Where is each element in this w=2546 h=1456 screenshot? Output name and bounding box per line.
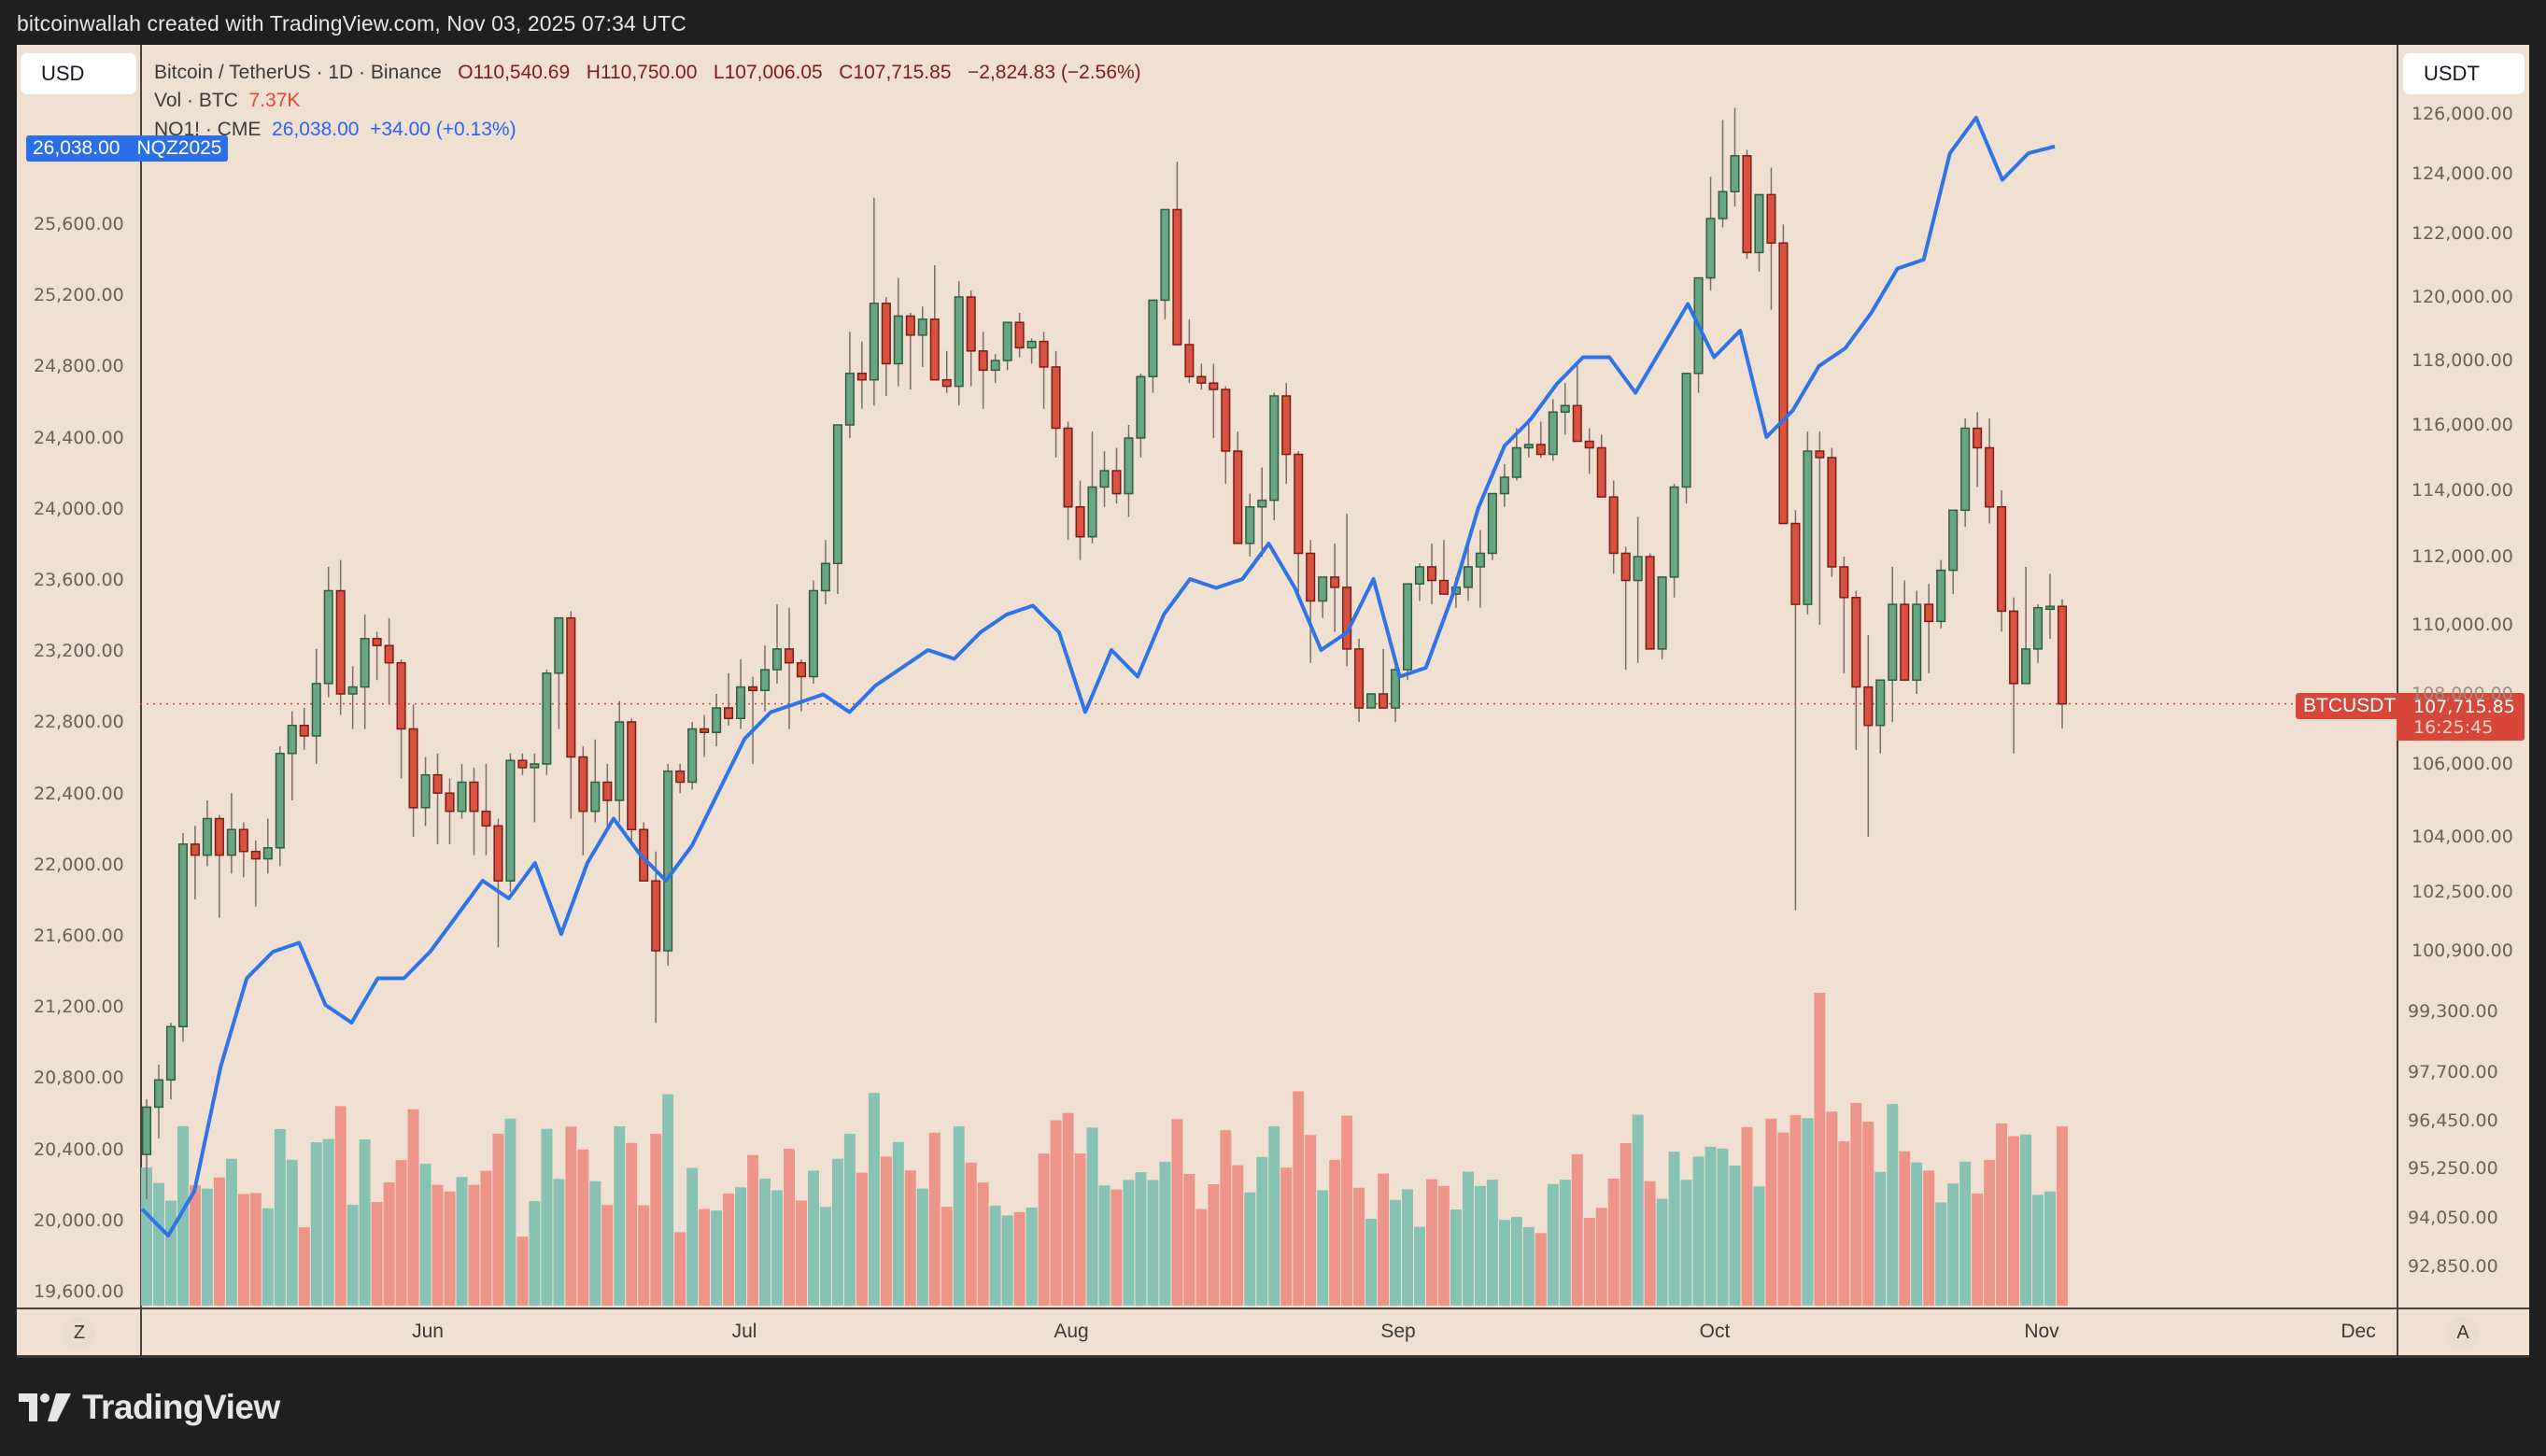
tradingview-logo-icon <box>19 1393 71 1421</box>
left-axis-tick: 24,800.00 <box>34 356 124 377</box>
left-axis-tick: 24,400.00 <box>34 427 124 448</box>
time-axis-label: Dec <box>2341 1321 2376 1342</box>
right-axis-tick: 118,000.00 <box>2412 350 2513 371</box>
left-axis-tick: 22,400.00 <box>34 783 124 804</box>
right-axis-tick: 92,850.00 <box>2408 1256 2498 1277</box>
left-axis-tick: 21,600.00 <box>34 926 124 946</box>
right-axis-tick: 112,000.00 <box>2412 546 2513 567</box>
ohlc-low: L107,006.05 <box>713 62 823 83</box>
nq-price-tag: 26,038.00 NQZ2025 <box>26 135 229 162</box>
left-axis-tick: 19,600.00 <box>34 1281 124 1302</box>
symbol-legend: Bitcoin / TetherUS · 1D · Binance O110,5… <box>154 62 1141 84</box>
time-axis-label: Jul <box>731 1321 757 1342</box>
time-axis-label: Jun <box>412 1321 444 1342</box>
btc-price-tag: 107,715.85 16:25:45 <box>2397 693 2525 741</box>
ohlc-open: O110,540.69 <box>458 62 571 83</box>
right-axis-tick: 116,000.00 <box>2412 415 2513 435</box>
ohlc-close: C107,715.85 <box>839 62 952 83</box>
symbol-title[interactable]: Bitcoin / TetherUS · 1D · Binance <box>154 62 442 83</box>
right-axis-tick: 126,000.00 <box>2412 104 2513 124</box>
volume-value: 7.37K <box>248 90 301 111</box>
right-axis-tick: 124,000.00 <box>2412 163 2513 184</box>
right-currency-button[interactable]: USDT <box>2403 53 2525 94</box>
right-axis-tick: 108,000.00 <box>2412 684 2513 704</box>
left-axis-tick: 25,200.00 <box>34 285 124 306</box>
candlesticks <box>141 107 2068 1200</box>
nq-label[interactable]: NQ1! · CME <box>154 119 262 140</box>
nq-value: 26,038.00 <box>272 119 360 140</box>
ohlc-high: H110,750.00 <box>586 62 698 83</box>
left-axis-tick: 24,000.00 <box>34 498 124 519</box>
left-axis-tick: 22,000.00 <box>34 854 124 875</box>
time-axis-divider <box>17 1308 2529 1309</box>
bar-countdown: 16:25:45 <box>2413 716 2494 738</box>
left-axis-tick: 21,200.00 <box>34 997 124 1018</box>
btc-price-value: 107,715.85 <box>2413 696 2515 717</box>
btc-symbol-tag: BTCUSDT <box>2296 693 2404 719</box>
time-axis-label: Aug <box>1054 1321 1089 1342</box>
right-axis-tick: 95,250.00 <box>2408 1158 2498 1179</box>
nq-change: +34.00 (+0.13%) <box>370 119 516 140</box>
volume-label[interactable]: Vol · BTC <box>154 90 238 111</box>
left-axis-divider <box>140 45 142 1355</box>
volume-legend: Vol · BTC 7.37K <box>154 90 300 112</box>
left-currency-button[interactable]: USD <box>21 53 136 94</box>
right-axis-tick: 100,900.00 <box>2412 940 2513 961</box>
auto-scale-right-button[interactable]: A <box>2447 1317 2479 1349</box>
left-axis-tick: 25,600.00 <box>34 214 124 234</box>
price-change: −2,824.83 (−2.56%) <box>968 62 1141 83</box>
tradingview-brand-text: TradingView <box>82 1388 280 1426</box>
volume-bars <box>141 993 2068 1306</box>
time-axis-label: Nov <box>2024 1321 2059 1342</box>
left-axis-tick: 22,800.00 <box>34 712 124 733</box>
nq-tag-value: 26,038.00 <box>33 137 120 159</box>
left-axis-tick: 23,200.00 <box>34 641 124 662</box>
auto-scale-left-button[interactable]: Z <box>64 1317 95 1349</box>
nq-legend: NQ1! · CME 26,038.00 +34.00 (+0.13%) <box>154 119 516 141</box>
left-axis-tick: 23,600.00 <box>34 570 124 590</box>
nq-overlay-line <box>140 116 2056 1237</box>
time-axis-label: Oct <box>1699 1321 1731 1342</box>
right-axis-tick: 122,000.00 <box>2412 223 2513 244</box>
left-axis-tick: 20,400.00 <box>34 1138 124 1160</box>
right-axis-tick: 97,700.00 <box>2408 1062 2498 1082</box>
right-axis-tick: 120,000.00 <box>2412 287 2513 307</box>
nq-tag-label: NQZ2025 <box>136 137 222 159</box>
right-axis-tick: 114,000.00 <box>2412 480 2513 501</box>
right-axis-tick: 94,050.00 <box>2408 1208 2498 1228</box>
right-axis-tick: 99,300.00 <box>2408 1001 2498 1022</box>
left-axis-tick: 20,000.00 <box>34 1209 124 1231</box>
right-axis-tick: 104,000.00 <box>2412 827 2513 847</box>
right-axis-tick: 102,500.00 <box>2412 882 2513 902</box>
right-axis-tick: 110,000.00 <box>2412 615 2513 635</box>
left-axis-tick: 20,800.00 <box>34 1067 124 1089</box>
right-axis-tick: 96,450.00 <box>2408 1110 2498 1131</box>
right-axis-tick: 106,000.00 <box>2412 754 2513 774</box>
attribution-text: bitcoinwallah created with TradingView.c… <box>17 11 687 35</box>
tradingview-logo[interactable]: TradingView <box>19 1388 280 1427</box>
time-axis-label: Sep <box>1380 1321 1416 1342</box>
